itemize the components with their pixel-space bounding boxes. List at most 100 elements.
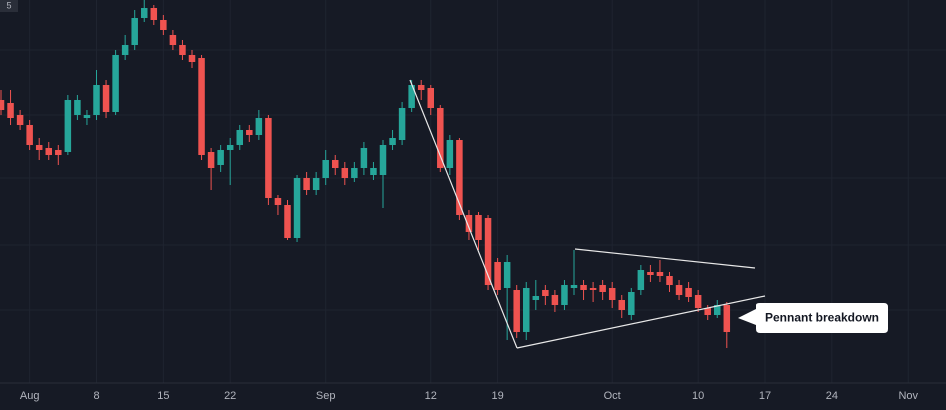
candle-body bbox=[503, 262, 511, 288]
x-tick-label: Aug bbox=[20, 390, 40, 402]
candle-body bbox=[551, 295, 559, 305]
candle-body bbox=[64, 100, 72, 152]
candle-body bbox=[26, 125, 33, 145]
candle-body bbox=[112, 55, 119, 112]
candle-body bbox=[589, 288, 597, 290]
horizontal-grid bbox=[0, 49, 946, 311]
candle-body bbox=[542, 290, 549, 296]
candle-body bbox=[389, 138, 396, 145]
candle-body bbox=[656, 272, 664, 276]
x-axis-band bbox=[0, 383, 946, 410]
x-tick-label: 24 bbox=[826, 390, 838, 402]
corner-badge bbox=[0, 0, 18, 12]
candle-body bbox=[494, 262, 501, 290]
candle-body bbox=[93, 85, 100, 115]
candle-body bbox=[685, 288, 692, 297]
candle-body bbox=[179, 45, 186, 55]
candle-body bbox=[417, 85, 425, 90]
candle-body bbox=[332, 160, 339, 168]
candle-body bbox=[45, 148, 52, 155]
candle-body bbox=[618, 300, 625, 310]
candle-body bbox=[398, 108, 406, 140]
candle-body bbox=[351, 168, 358, 178]
x-tick-label: Oct bbox=[604, 390, 621, 402]
x-axis-labels: Aug 8 15 22 Sep 12 19 Oct 10 17 24 Nov bbox=[20, 390, 919, 402]
candle-body bbox=[35, 145, 43, 150]
candle-body bbox=[523, 288, 530, 332]
candle-body bbox=[723, 305, 731, 332]
candle-body bbox=[55, 150, 62, 155]
x-tick-label: 10 bbox=[692, 390, 704, 402]
candle-body bbox=[246, 130, 253, 135]
x-tick-label: 22 bbox=[224, 390, 236, 402]
candle-body bbox=[379, 145, 387, 175]
candle-body bbox=[284, 205, 291, 238]
candle-body bbox=[532, 296, 540, 300]
candle-body bbox=[293, 178, 301, 238]
candle-body bbox=[484, 218, 492, 285]
candle-body bbox=[427, 88, 434, 108]
candle-body bbox=[513, 290, 520, 332]
candle-body bbox=[704, 308, 711, 315]
candle-body bbox=[150, 8, 158, 20]
candle-body bbox=[694, 295, 702, 308]
pennant-lines bbox=[409, 79, 766, 349]
candle-body bbox=[16, 115, 24, 125]
candle-body bbox=[608, 288, 616, 300]
vertical-grid bbox=[29, 0, 909, 383]
x-tick-label: 15 bbox=[157, 390, 169, 402]
candle-body bbox=[207, 152, 215, 168]
candle-body bbox=[408, 85, 415, 108]
candle-body bbox=[456, 140, 463, 215]
x-tick-label: Sep bbox=[316, 390, 336, 402]
x-tick-label: 12 bbox=[425, 390, 437, 402]
x-tick-label: 8 bbox=[93, 390, 99, 402]
candle-body bbox=[580, 285, 587, 290]
x-tick-label: 17 bbox=[759, 390, 771, 402]
candle-body bbox=[714, 305, 721, 315]
candle-body bbox=[0, 100, 5, 110]
candle-body bbox=[370, 168, 377, 175]
candle-body bbox=[102, 85, 110, 112]
candle-body bbox=[236, 130, 243, 145]
candle-body bbox=[628, 292, 635, 315]
candle-body bbox=[437, 108, 444, 168]
candle-body bbox=[274, 198, 282, 205]
corner-label: 5 bbox=[6, 0, 11, 10]
x-tick-label: 19 bbox=[491, 390, 503, 402]
callout-text: Pennant breakdown bbox=[765, 311, 879, 325]
candle-body bbox=[341, 168, 349, 178]
candle-body bbox=[475, 215, 482, 240]
candle-body bbox=[599, 285, 606, 292]
candle-body bbox=[666, 276, 673, 285]
candle-body bbox=[637, 270, 645, 290]
candle-body bbox=[561, 285, 568, 305]
candle-body bbox=[160, 20, 167, 30]
candle-body bbox=[198, 58, 205, 155]
candle-body bbox=[169, 35, 177, 45]
candle-body bbox=[255, 118, 263, 135]
candle-body bbox=[217, 150, 224, 165]
candle-body bbox=[131, 18, 138, 45]
candle-body bbox=[675, 285, 683, 295]
candle-body bbox=[265, 118, 272, 198]
candle-body bbox=[312, 178, 320, 190]
candle-body bbox=[141, 8, 148, 18]
candle-body bbox=[465, 215, 473, 232]
candle-body bbox=[226, 145, 234, 150]
candle-body bbox=[7, 103, 14, 118]
callout-box bbox=[738, 303, 888, 333]
candle-body bbox=[647, 272, 654, 275]
trend-line bbox=[516, 295, 766, 349]
candle-body bbox=[570, 285, 578, 288]
candle-body bbox=[322, 160, 329, 178]
candle-body bbox=[360, 148, 368, 168]
candle-body bbox=[446, 140, 454, 168]
trend-line bbox=[574, 248, 756, 269]
trend-line bbox=[409, 79, 518, 349]
x-tick-label: Nov bbox=[898, 390, 918, 402]
candle-body bbox=[188, 55, 196, 62]
candle-body bbox=[83, 115, 91, 118]
